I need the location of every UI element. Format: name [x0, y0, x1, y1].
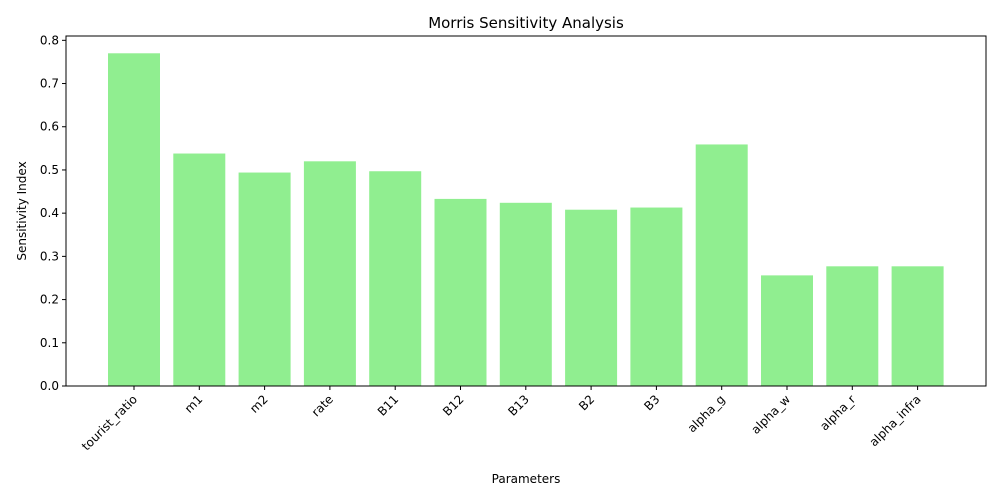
y-tick-label: 0.2: [40, 293, 59, 307]
y-axis: 0.0 0.1 0.2 0.3 0.4 0.5 0.6 0.7 0.8: [40, 33, 66, 393]
x-tick-label: B3: [641, 392, 662, 413]
x-axis-label: Parameters: [492, 472, 561, 486]
x-tick-label: m2: [247, 392, 271, 416]
x-tick-label: m1: [182, 392, 206, 416]
bar-B13: [499, 202, 552, 386]
x-tick-label: tourist_ratio: [79, 392, 140, 453]
y-tick-label: 0.0: [40, 379, 59, 393]
bars-group: [108, 53, 944, 387]
bar-alpha_r: [826, 266, 879, 386]
bar-m2: [238, 172, 291, 386]
x-tick-label: alpha_r: [817, 392, 858, 433]
chart-title: Morris Sensitivity Analysis: [428, 14, 624, 32]
y-tick-label: 0.6: [40, 120, 59, 134]
x-axis: tourist_ratio m1 m2 rate B11 B12 B13 B2 B3 alpha_…: [79, 386, 924, 453]
x-tick-label: alpha_g: [685, 392, 728, 435]
y-tick-label: 0.1: [40, 336, 59, 350]
plot-frame: [65, 35, 987, 387]
y-tick-label: 0.8: [40, 33, 59, 47]
y-tick-label: 0.3: [40, 249, 59, 263]
x-tick-label: alpha_w: [749, 392, 794, 437]
y-tick-label: 0.7: [40, 77, 59, 91]
bar-B12: [434, 198, 487, 386]
y-tick-label: 0.5: [40, 163, 59, 177]
x-tick-label: rate: [309, 392, 336, 419]
y-tick-label: 0.4: [40, 206, 59, 220]
bar-alpha_infra: [891, 266, 944, 386]
x-tick-label: B11: [375, 392, 402, 419]
bar-tourist_ratio: [108, 53, 160, 387]
bar-m1: [173, 153, 226, 386]
bar-B11: [369, 171, 422, 386]
bar-alpha_g: [695, 144, 748, 386]
x-tick-label: B13: [505, 392, 532, 419]
x-tick-label: B2: [576, 392, 597, 413]
bar-rate: [303, 161, 356, 386]
bar-B2: [565, 209, 618, 386]
bar-B3: [630, 207, 683, 386]
y-axis-label: Sensitivity Index: [15, 161, 29, 260]
x-tick-label: B12: [440, 392, 467, 419]
bar-alpha_w: [761, 275, 813, 386]
x-tick-label: alpha_infra: [867, 392, 924, 449]
